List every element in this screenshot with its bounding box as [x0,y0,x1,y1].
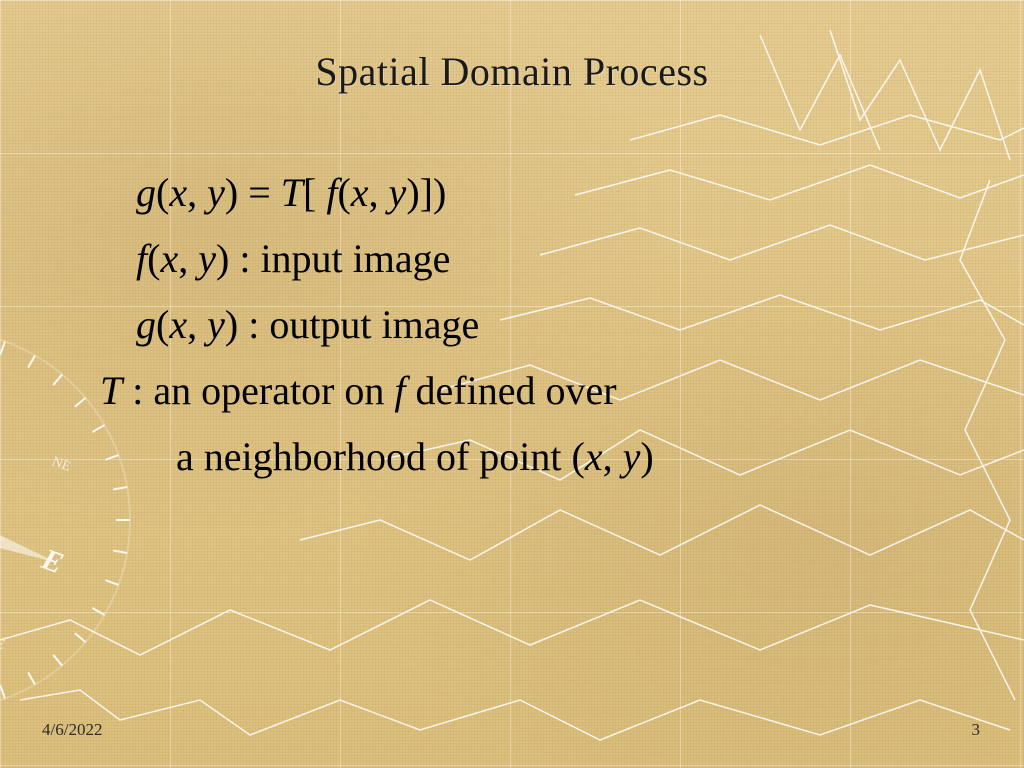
slide-body: g(x, y) = T[ f(x, y)]) f(x, y) : input i… [90,160,964,490]
slide: N E S W NE SE SW NW Spatial Domain Proce… [0,0,1024,768]
definition-text: output image [269,302,479,347]
definition-text: input image [260,236,450,281]
var-x: x [169,302,187,347]
punct: ) [640,434,653,479]
var-f: f [136,236,147,281]
svg-text:SE: SE [0,633,7,653]
punct: ( [156,170,169,215]
punct: ) [225,170,238,215]
bracket: ] [420,170,433,215]
svg-text:E: E [37,542,68,580]
var-x: x [351,170,369,215]
punct: , [603,434,623,479]
svg-text:NE: NE [50,454,73,474]
bracket: [ [303,170,316,215]
footer-page-number: 3 [972,720,981,740]
var-y: y [207,302,225,347]
punct: ) [433,170,446,215]
var-x: x [160,236,178,281]
var-f: f [394,368,405,413]
var-g: g [136,302,156,347]
var-g: g [136,170,156,215]
punct: ( [337,170,350,215]
definition-T-line1: T : an operator on f defined over [90,358,964,424]
var-x: x [585,434,603,479]
equation-main: g(x, y) = T[ f(x, y)]) [90,160,964,226]
punct: ( [572,434,585,479]
punct: ) [406,170,419,215]
colon: : [122,368,153,413]
punct: , [369,170,389,215]
var-y: y [207,170,225,215]
punct: , [178,236,198,281]
var-y: y [389,170,407,215]
equals: = [238,170,281,215]
punct: ) [225,302,238,347]
var-y: y [198,236,216,281]
text: defined over [406,368,617,413]
definition-T-line2: a neighborhood of point (x, y) [90,424,964,490]
footer-date: 4/6/2022 [42,720,102,740]
space [316,170,326,215]
definition-f: f(x, y) : input image [90,226,964,292]
punct: ) [216,236,229,281]
definition-g: g(x, y) : output image [90,292,964,358]
var-T: T [281,170,303,215]
punct: ( [156,302,169,347]
var-x: x [169,170,187,215]
colon: : [238,302,269,347]
punct: , [187,170,207,215]
var-y: y [623,434,641,479]
svg-text:N: N [0,379,1,418]
var-f: f [326,170,337,215]
colon: : [229,236,260,281]
text: a neighborhood of point [176,434,572,479]
text: an operator on [153,368,394,413]
punct: ( [147,236,160,281]
punct: , [187,302,207,347]
slide-title: Spatial Domain Process [0,48,1024,95]
var-T: T [100,368,122,413]
